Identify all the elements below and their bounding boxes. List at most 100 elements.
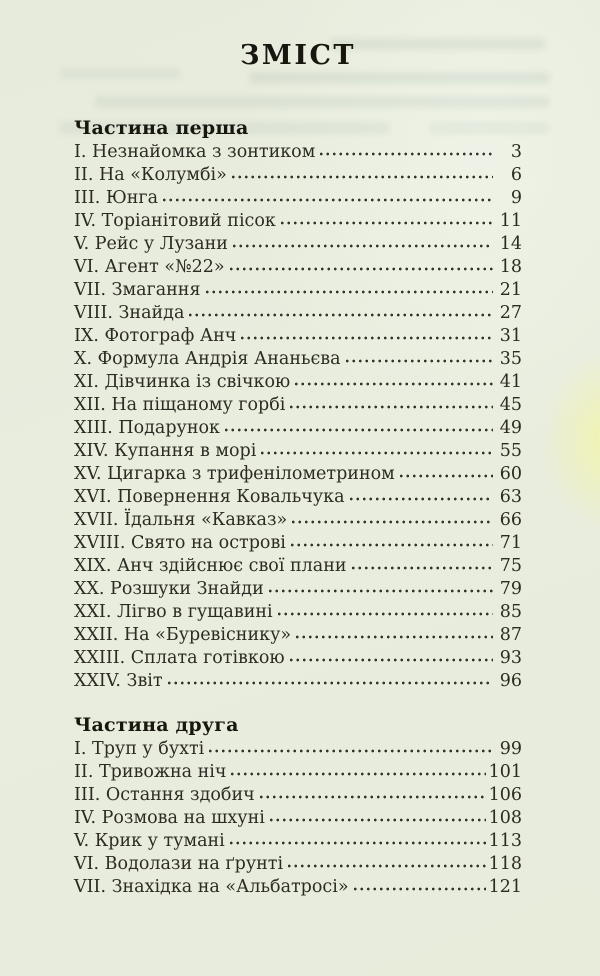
toc-entry: VII. Змагання 21 — [74, 279, 522, 302]
toc-entry: V. Рейс у Лузани 14 — [74, 233, 522, 256]
toc-entry-page: 6 — [510, 165, 522, 185]
toc-entry-page: 3 — [510, 142, 522, 162]
toc-entry-page: 79 — [499, 579, 522, 599]
toc-entry: XII. На піщаному горбі 45 — [74, 394, 522, 417]
toc-entry-title: XXIII. Сплата готівкою — [74, 648, 285, 668]
toc-entry: VI. Водолази на ґрунті 118 — [74, 853, 522, 876]
toc-entry: XXII. На «Буревіснику» 87 — [74, 624, 522, 647]
toc-entry: XIII. Подарунок 49 — [74, 417, 522, 440]
dot-leader — [397, 469, 493, 483]
toc-entry-page: 118 — [488, 854, 522, 874]
toc-entry-title: III. Юнга — [74, 188, 159, 208]
dot-leader — [294, 630, 493, 644]
toc-entry: I. Труп у бухті 99 — [74, 738, 522, 761]
dot-leader — [286, 859, 486, 873]
toc-entry-page: 35 — [499, 349, 522, 369]
toc-entry-page: 9 — [510, 188, 522, 208]
toc-entry-title: XVIII. Свято на острові — [74, 533, 286, 553]
toc-entry-title: V. Рейс у Лузани — [74, 234, 228, 254]
dot-leader — [278, 216, 493, 230]
dot-leader — [290, 515, 493, 529]
dot-leader — [230, 239, 493, 253]
dot-leader — [239, 331, 493, 345]
dot-leader — [293, 377, 493, 391]
toc-entry-title: XV. Цигарка з трифенілометрином — [74, 464, 395, 484]
toc-entry: XVI. Повернення Ковальчука 63 — [74, 486, 522, 509]
dot-leader — [266, 584, 493, 598]
toc-entry-title: XIII. Подарунок — [74, 418, 220, 438]
page-title: ЗМІСТ — [239, 40, 357, 71]
toc-entry-title: IV. Торіанітовий пісок — [74, 211, 276, 231]
toc-entry-title: XXIV. Звіт — [74, 671, 163, 691]
toc-entry-page: 18 — [499, 257, 522, 277]
toc-section: Частина друга I. Труп у бухті 99 II. Тривож… — [74, 714, 522, 899]
dot-leader — [229, 170, 493, 184]
toc-entry-page: 85 — [499, 602, 522, 622]
toc-entry-title: I. Незнайомка з зонтиком — [74, 142, 316, 162]
toc-entry-title: II. На «Колумбі» — [74, 165, 227, 185]
toc-entry: XVIII. Свято на острові 71 — [74, 532, 522, 555]
toc-entry-page: 45 — [499, 395, 522, 415]
toc-entry-page: 41 — [499, 372, 522, 392]
dot-leader — [275, 607, 493, 621]
toc-entry-page: 113 — [488, 831, 522, 851]
dot-leader — [187, 308, 493, 322]
dot-leader — [351, 882, 486, 896]
dot-leader — [343, 354, 493, 368]
toc-entry-page: 75 — [499, 556, 522, 576]
dot-leader — [267, 813, 486, 827]
toc-entry-title: III. Остання здобич — [74, 785, 255, 805]
dot-leader — [227, 836, 486, 850]
dot-leader — [207, 744, 493, 758]
toc-entry-title: XX. Розшуки Знайди — [74, 579, 264, 599]
toc-entry-title: XII. На піщаному горбі — [74, 395, 286, 415]
dot-leader — [349, 561, 493, 575]
toc-entry: X. Формула Андрія Ананьєва 35 — [74, 348, 522, 371]
toc-entry: IV. Торіанітовий пісок 11 — [74, 210, 522, 233]
toc-entry: V. Крик у тумані 113 — [74, 830, 522, 853]
toc-entry-page: 108 — [488, 808, 522, 828]
toc-entry: XXIII. Сплата готівкою 93 — [74, 647, 522, 670]
dot-leader — [288, 400, 493, 414]
toc-entry-page: 60 — [499, 464, 522, 484]
toc-list: I. Незнайомка з зонтиком 3 II. На «Колумбі… — [74, 141, 522, 693]
toc-entry: XX. Розшуки Знайди 79 — [74, 578, 522, 601]
toc-entry: II. На «Колумбі» 6 — [74, 164, 522, 187]
toc-entry: XXIV. Звіт 96 — [74, 670, 522, 693]
toc-entry-page: 49 — [499, 418, 522, 438]
toc-entry-page: 11 — [499, 211, 522, 231]
toc-entry: III. Остання здобич 106 — [74, 784, 522, 807]
toc-entry: XIX. Анч здійснює свої плани 75 — [74, 555, 522, 578]
dot-leader — [287, 653, 493, 667]
toc-entry-title: VII. Знахідка на «Альбатросі» — [74, 877, 349, 897]
toc-entry-title: VIII. Знайда — [74, 303, 185, 323]
toc-entry-title: VII. Змагання — [74, 280, 201, 300]
toc-entry-page: 71 — [499, 533, 522, 553]
dot-leader — [203, 285, 493, 299]
toc-entry: XIV. Купання в морі 55 — [74, 440, 522, 463]
toc-entry: VII. Знахідка на «Альбатросі» 121 — [74, 876, 522, 899]
section-heading: Частина друга — [74, 714, 239, 736]
toc-entry-title: XVI. Повернення Ковальчука — [74, 487, 345, 507]
toc-entry: VIII. Знайда 27 — [74, 302, 522, 325]
table-of-contents: Частина перша I. Незнайомка з зонтиком 3 II… — [74, 117, 522, 899]
toc-entry: II. Тривожна ніч 101 — [74, 761, 522, 784]
toc-entry-title: IX. Фотограф Анч — [74, 326, 237, 346]
toc-entry-page: 121 — [488, 877, 522, 897]
toc-entry-title: IV. Розмова на шхуні — [74, 808, 265, 828]
dot-leader — [347, 492, 493, 506]
toc-entry-page: 66 — [499, 510, 522, 530]
toc-entry-title: XIV. Купання в морі — [74, 441, 257, 461]
toc-entry-title: V. Крик у тумані — [74, 831, 225, 851]
toc-entry: XI. Дівчинка із свічкою 41 — [74, 371, 522, 394]
toc-entry: XVII. Їдальня «Кавказ» 66 — [74, 509, 522, 532]
dot-leader — [259, 446, 493, 460]
toc-entry-page: 14 — [499, 234, 522, 254]
dot-leader — [161, 193, 493, 207]
dot-leader — [257, 790, 486, 804]
toc-entry: IX. Фотограф Анч 31 — [74, 325, 522, 348]
toc-entry-page: 106 — [488, 785, 522, 805]
toc-entry-title: VI. Агент «№22» — [74, 257, 225, 277]
toc-entry-page: 87 — [499, 625, 522, 645]
